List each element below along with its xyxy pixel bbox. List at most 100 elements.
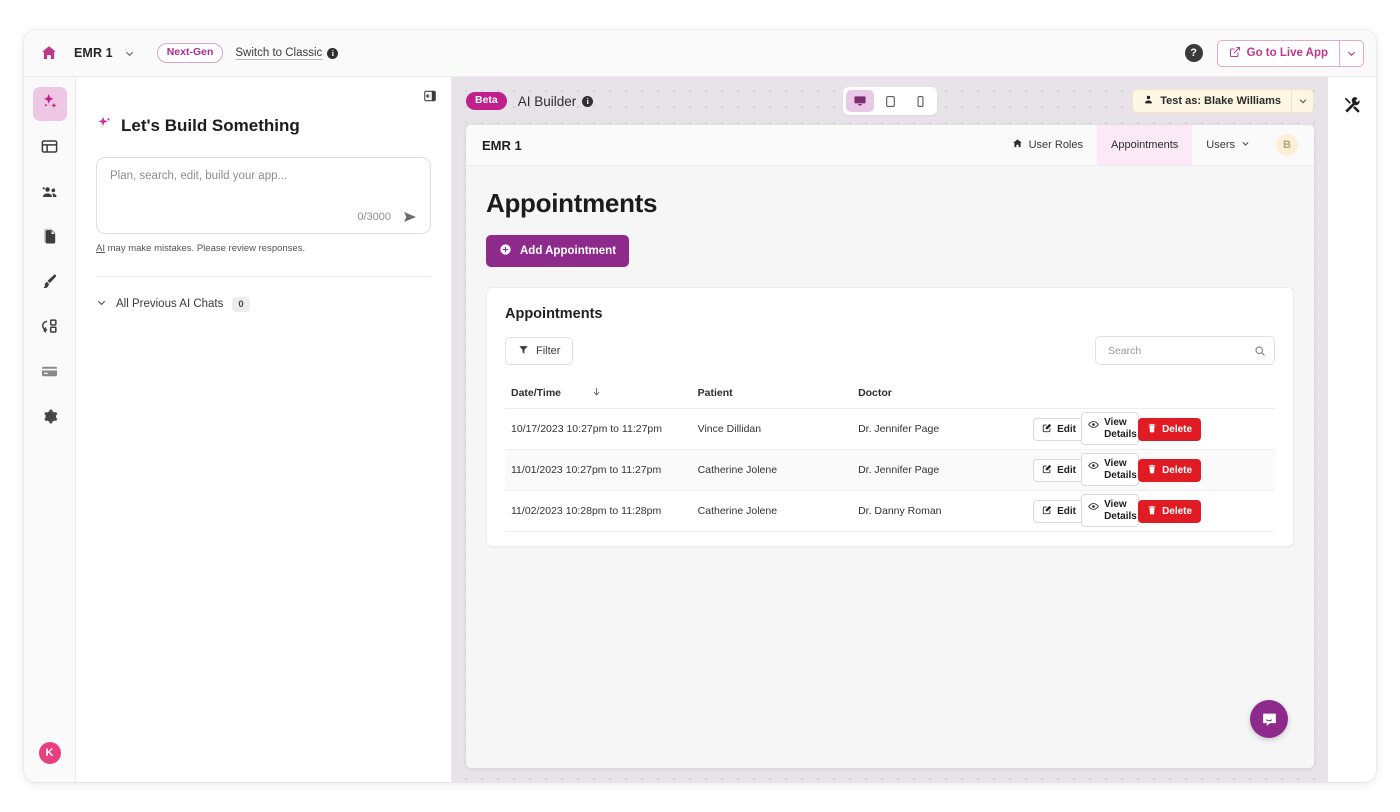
send-icon[interactable] bbox=[402, 209, 418, 225]
sidebar-item-settings[interactable] bbox=[33, 402, 67, 436]
edit-button[interactable]: Edit bbox=[1033, 418, 1085, 441]
nav-link-users-label: Users bbox=[1206, 139, 1235, 151]
delete-button[interactable]: Delete bbox=[1138, 418, 1202, 441]
nav-link-users[interactable]: Users bbox=[1192, 125, 1264, 165]
cell-datetime: 11/01/2023 10:27pm to 11:27pm bbox=[505, 449, 692, 491]
delete-button[interactable]: Delete bbox=[1138, 459, 1202, 482]
search-box[interactable] bbox=[1095, 336, 1275, 365]
info-icon[interactable]: i bbox=[327, 47, 339, 59]
edit-button[interactable]: Edit bbox=[1033, 500, 1085, 523]
edit-label: Edit bbox=[1057, 465, 1076, 476]
delete-label: Delete bbox=[1162, 506, 1193, 517]
right-tools-rail bbox=[1328, 77, 1376, 782]
topbar-app-name: EMR 1 bbox=[74, 46, 113, 60]
test-as-caret[interactable] bbox=[1291, 90, 1313, 112]
table-row[interactable]: 11/01/2023 10:27pm to 11:27pm Catherine … bbox=[505, 449, 1275, 491]
view-details-label: View Details bbox=[1104, 499, 1137, 522]
cell-patient: Catherine Jolene bbox=[691, 490, 853, 532]
table-body: 10/17/2023 10:27pm to 11:27pm Vince Dill… bbox=[505, 408, 1275, 532]
sidebar-item-billing[interactable] bbox=[33, 357, 67, 391]
avatar[interactable]: K bbox=[38, 742, 61, 764]
avatar[interactable]: B bbox=[1276, 134, 1298, 156]
sidebar-item-integrations[interactable] bbox=[33, 312, 67, 346]
ai-panel-heading: Let's Build Something bbox=[96, 115, 431, 137]
go-to-live-app-caret[interactable] bbox=[1339, 40, 1363, 66]
sidebar-item-ai-builder[interactable] bbox=[32, 87, 67, 121]
cell-doctor: Dr. Jennifer Page bbox=[852, 449, 1028, 491]
table-head: Date/Time Patient Doctor bbox=[505, 379, 1275, 409]
desktop-icon[interactable] bbox=[846, 90, 874, 112]
nav-link-appointments[interactable]: Appointments bbox=[1097, 125, 1193, 165]
next-gen-badge[interactable]: Next-Gen bbox=[156, 43, 224, 63]
column-header-datetime[interactable]: Date/Time bbox=[505, 379, 692, 409]
column-header-patient[interactable]: Patient bbox=[691, 379, 853, 409]
sparkles-icon bbox=[40, 92, 59, 116]
topbar-right-group: ? Go to Live App bbox=[1184, 39, 1364, 67]
test-as-label: Test as: Blake Williams bbox=[1160, 95, 1281, 107]
nav-link-user-roles[interactable]: User Roles bbox=[998, 125, 1097, 165]
cell-patient: Vince Dillidan bbox=[691, 408, 853, 450]
table-row[interactable]: 10/17/2023 10:27pm to 11:27pm Vince Dill… bbox=[505, 408, 1275, 450]
pencil-square-icon bbox=[1042, 423, 1052, 436]
view-details-button[interactable]: View Details bbox=[1081, 412, 1140, 445]
left-icon-rail: K bbox=[24, 77, 76, 782]
beta-badge: Beta bbox=[466, 92, 507, 110]
ai-prompt-footer: 0/3000 bbox=[357, 209, 418, 225]
ai-disclaimer-prefix: AI bbox=[96, 243, 105, 254]
home-icon bbox=[1012, 138, 1023, 152]
table-icon bbox=[40, 137, 59, 161]
column-header-doctor[interactable]: Doctor bbox=[852, 379, 1028, 409]
funnel-icon bbox=[518, 344, 529, 358]
chevron-down-icon[interactable] bbox=[124, 48, 135, 59]
arrow-down-icon[interactable] bbox=[591, 386, 602, 400]
view-details-button[interactable]: View Details bbox=[1081, 494, 1140, 527]
appointments-card: Appointments Filter bbox=[486, 287, 1294, 547]
billing-card-icon bbox=[40, 362, 59, 386]
cell-doctor: Dr. Jennifer Page bbox=[852, 408, 1028, 450]
paintbrush-icon bbox=[40, 272, 59, 296]
edit-button[interactable]: Edit bbox=[1033, 459, 1085, 482]
ai-char-counter: 0/3000 bbox=[357, 211, 391, 223]
eye-icon bbox=[1088, 460, 1099, 475]
delete-button[interactable]: Delete bbox=[1138, 500, 1202, 523]
sidebar-item-tables[interactable] bbox=[33, 132, 67, 166]
app-body: Appointments Add Appointment Appointment… bbox=[466, 166, 1314, 569]
sidebar-item-documents[interactable] bbox=[33, 222, 67, 256]
switch-to-classic-link[interactable]: Switch to Classic bbox=[235, 47, 322, 59]
chat-bubble-icon[interactable] bbox=[1250, 700, 1288, 738]
edit-label: Edit bbox=[1057, 506, 1076, 517]
table-row[interactable]: 11/02/2023 10:28pm to 11:28pm Catherine … bbox=[505, 490, 1275, 532]
eye-icon bbox=[1088, 501, 1099, 516]
documents-icon bbox=[40, 227, 59, 251]
info-icon[interactable]: i bbox=[582, 95, 594, 107]
column-header-actions bbox=[1027, 379, 1275, 409]
pencil-square-icon bbox=[1042, 464, 1052, 477]
home-icon[interactable] bbox=[38, 42, 60, 64]
previous-ai-chats-count: 0 bbox=[232, 296, 250, 312]
test-as-button[interactable]: Test as: Blake Williams bbox=[1133, 90, 1291, 112]
go-to-live-app-button[interactable]: Go to Live App bbox=[1218, 41, 1339, 66]
app-name: EMR 1 bbox=[482, 137, 522, 153]
search-input[interactable] bbox=[1106, 343, 1248, 358]
tools-wrench-icon[interactable] bbox=[1342, 95, 1362, 120]
plus-circle-icon bbox=[499, 243, 512, 259]
user-icon bbox=[1143, 94, 1154, 108]
integrations-icon bbox=[40, 317, 59, 341]
sidebar-item-design[interactable] bbox=[33, 267, 67, 301]
table-header-row: Date/Time Patient Doctor bbox=[505, 379, 1275, 409]
panel-collapse-icon[interactable] bbox=[423, 89, 437, 108]
sidebar-item-users[interactable] bbox=[33, 177, 67, 211]
filter-button[interactable]: Filter bbox=[505, 336, 574, 365]
help-icon[interactable]: ? bbox=[1184, 44, 1203, 62]
add-appointment-button[interactable]: Add Appointment bbox=[486, 235, 630, 267]
tablet-icon[interactable] bbox=[876, 90, 904, 112]
previous-ai-chats-label: All Previous AI Chats bbox=[116, 298, 224, 310]
trash-icon bbox=[1147, 505, 1157, 518]
mobile-icon[interactable] bbox=[906, 90, 934, 112]
ai-prompt-box[interactable]: Plan, search, edit, build your app... 0/… bbox=[96, 157, 431, 234]
trash-icon bbox=[1147, 464, 1157, 477]
previous-ai-chats-section[interactable]: All Previous AI Chats 0 bbox=[96, 295, 431, 313]
device-preview-toggle bbox=[843, 87, 937, 115]
view-details-button[interactable]: View Details bbox=[1081, 453, 1140, 486]
ai-prompt-placeholder: Plan, search, edit, build your app... bbox=[110, 170, 288, 182]
